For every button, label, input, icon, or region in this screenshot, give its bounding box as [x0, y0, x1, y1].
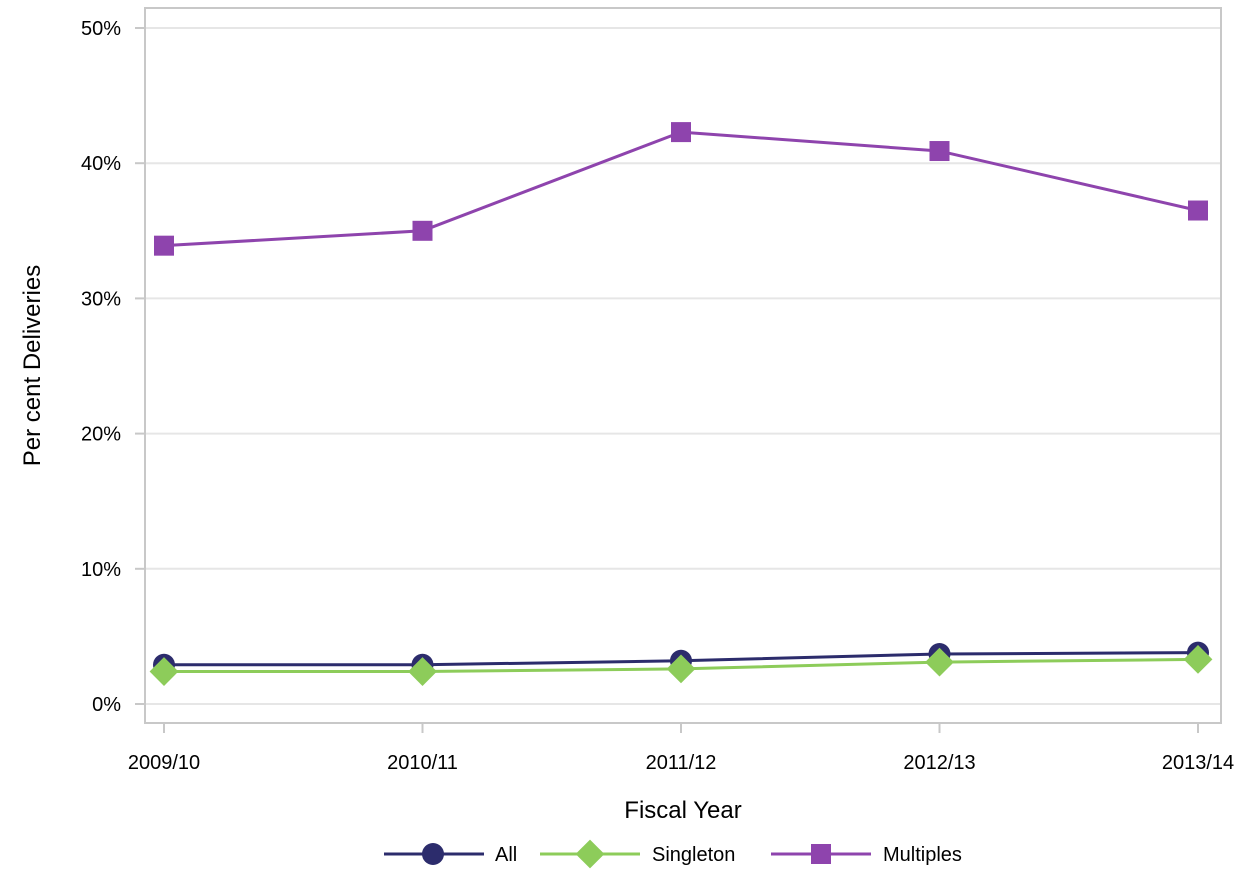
data-point: [666, 654, 696, 684]
data-point: [925, 647, 954, 677]
data-point: [1183, 644, 1213, 674]
y-tick-label: 30%: [81, 288, 121, 310]
legend-item-singleton: Singleton: [540, 839, 735, 869]
data-point: [929, 141, 950, 162]
data-point: [671, 122, 691, 143]
legend-marker: [811, 844, 831, 864]
data-point: [412, 220, 433, 241]
x-tick-label: 2013/14: [1162, 752, 1234, 774]
gridlines: [145, 27, 1221, 705]
legend-marker: [575, 839, 605, 869]
series-layer: [149, 122, 1213, 686]
data-point: [408, 657, 437, 686]
legend-label: Singleton: [652, 844, 735, 866]
x-tick-label: 2012/13: [903, 752, 975, 774]
series-line: [163, 130, 1199, 248]
legend-item-all: All: [384, 843, 517, 866]
y-tick-label: 20%: [81, 424, 121, 446]
x-tick-label: 2011/12: [646, 752, 717, 774]
series-singleton: [149, 644, 1213, 686]
legend-marker: [422, 843, 444, 865]
series-multiples: [154, 122, 1208, 256]
data-point: [149, 657, 179, 686]
legend-label: Multiples: [883, 844, 962, 866]
plot-area-frame: [144, 7, 1222, 724]
legend: All Singleton Multiples: [384, 839, 962, 869]
data-point: [154, 235, 174, 256]
y-tick-label: 50%: [81, 18, 121, 40]
x-axis: 2009/10 2010/11 2011/12 2012/13 2013/14: [128, 723, 1234, 774]
x-tick-label: 2010/11: [387, 752, 458, 774]
data-point: [1188, 200, 1208, 221]
y-tick-label: 40%: [81, 153, 121, 175]
y-tick-label: 0%: [92, 694, 121, 716]
legend-item-multiples: Multiples: [771, 844, 962, 866]
y-axis: 0% 10% 20% 30% 40% 50%: [81, 18, 145, 716]
x-axis-title: Fiscal Year: [624, 797, 741, 824]
y-tick-label: 10%: [81, 559, 121, 581]
legend-label: All: [495, 844, 517, 866]
x-tick-label: 2009/10: [128, 752, 200, 774]
y-axis-title: Per cent Deliveries: [19, 265, 46, 466]
